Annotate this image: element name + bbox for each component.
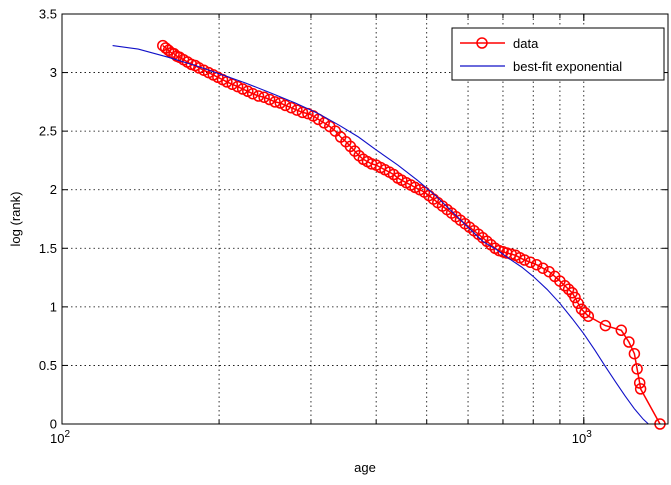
y-tick-label: 1.5 [39, 241, 57, 256]
ticks: 102 103 0 0.5 1 1.5 2 2.5 3 3.5 [39, 7, 668, 446]
data-point [562, 283, 575, 296]
data-point [279, 99, 292, 112]
data-point [633, 377, 646, 389]
data-point [572, 297, 584, 310]
y-tick-label: 3.5 [39, 7, 57, 22]
data-point [252, 90, 265, 102]
y-tick-label: 2 [50, 182, 57, 197]
y-tick-label: 0 [50, 417, 57, 432]
data-point [285, 101, 297, 114]
x-tick-label: 103 [572, 429, 592, 446]
data-point [628, 347, 641, 360]
y-tick-label: 1 [50, 299, 57, 314]
x-tick-label: 102 [50, 429, 70, 446]
plot-frame [61, 13, 669, 425]
y-axis-label: log (rank) [8, 192, 23, 247]
data-point [582, 310, 595, 322]
data-point [579, 306, 591, 319]
data-point [318, 117, 330, 129]
data-point [236, 83, 249, 95]
legend: data best-fit exponential [451, 27, 665, 81]
series-layer [112, 39, 666, 430]
y-tick-label: 0.5 [39, 358, 57, 373]
data-point [524, 256, 537, 269]
data-point [559, 280, 571, 292]
legend-fit-label: best-fit exponential [513, 59, 622, 74]
data-point [631, 363, 643, 375]
data-point [575, 303, 588, 315]
data-point [537, 262, 549, 274]
data-point [599, 319, 612, 332]
data-point [312, 113, 325, 126]
data-point [615, 324, 628, 337]
data-point [162, 44, 175, 57]
data-point [530, 258, 543, 271]
data-point [246, 87, 259, 100]
x-axis-label: age [354, 460, 376, 475]
data-point [291, 104, 303, 116]
data-point [518, 254, 531, 266]
data-point [258, 91, 270, 103]
legend-data-marker [476, 37, 488, 49]
y-tick-label: 3 [50, 65, 57, 80]
data-point [569, 291, 581, 304]
data-point [634, 383, 647, 395]
data-point [623, 336, 635, 348]
legend-box [451, 27, 665, 81]
legend-data-label: data [513, 36, 539, 51]
data-point [226, 78, 239, 91]
plot-background [62, 14, 668, 424]
data-point [263, 93, 276, 106]
data-point [269, 96, 281, 108]
data-point [296, 106, 309, 119]
y-tick-label: 2.5 [39, 124, 57, 139]
fit-series-line [112, 45, 649, 425]
